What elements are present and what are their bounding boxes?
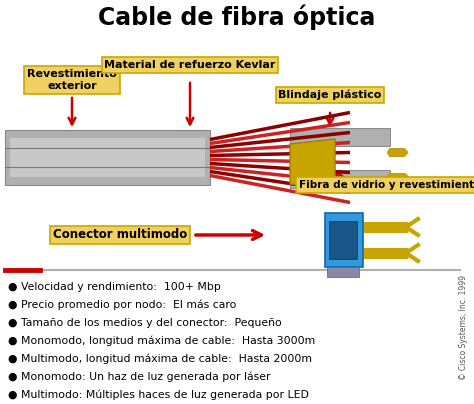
Text: ● Multimodo, longitud máxima de cable:  Hasta 2000m: ● Multimodo, longitud máxima de cable: H… — [8, 354, 312, 364]
Text: Revestimiento
exterior: Revestimiento exterior — [27, 69, 117, 91]
Bar — [5, 130, 210, 185]
FancyBboxPatch shape — [389, 173, 405, 181]
Text: ● Monomodo, longitud máxima de cable:  Hasta 3000m: ● Monomodo, longitud máxima de cable: Ha… — [8, 336, 315, 347]
Text: ● Velocidad y rendimiento:  100+ Mbp: ● Velocidad y rendimiento: 100+ Mbp — [8, 282, 221, 292]
Text: Conector multimodo: Conector multimodo — [53, 229, 187, 242]
Polygon shape — [290, 139, 335, 189]
FancyBboxPatch shape — [325, 213, 363, 267]
Text: ● Monomodo: Un haz de luz generada por láser: ● Monomodo: Un haz de luz generada por l… — [8, 372, 271, 383]
FancyBboxPatch shape — [389, 149, 405, 156]
Text: ● Tamaño de los medios y del conector:  Pequeño: ● Tamaño de los medios y del conector: P… — [8, 318, 282, 328]
Bar — [290, 170, 390, 187]
Text: ● Multimodo: Múltiples haces de luz generada por LED: ● Multimodo: Múltiples haces de luz gene… — [8, 390, 309, 400]
Bar — [10, 138, 205, 177]
Text: Cable de fibra óptica: Cable de fibra óptica — [98, 5, 376, 30]
Text: Blindaje plástico: Blindaje plástico — [278, 90, 382, 100]
Bar — [329, 221, 357, 259]
Bar — [327, 267, 359, 277]
Text: Material de refuerzo Kevlar: Material de refuerzo Kevlar — [104, 60, 276, 70]
Text: ● Precio promedio por nodo:  El más caro: ● Precio promedio por nodo: El más caro — [8, 300, 237, 311]
Text: Fibra de vidrio y revestimiento: Fibra de vidrio y revestimiento — [299, 180, 474, 190]
Text: © Cisco Systems, Inc. 1999: © Cisco Systems, Inc. 1999 — [459, 275, 468, 380]
Bar — [290, 128, 390, 145]
